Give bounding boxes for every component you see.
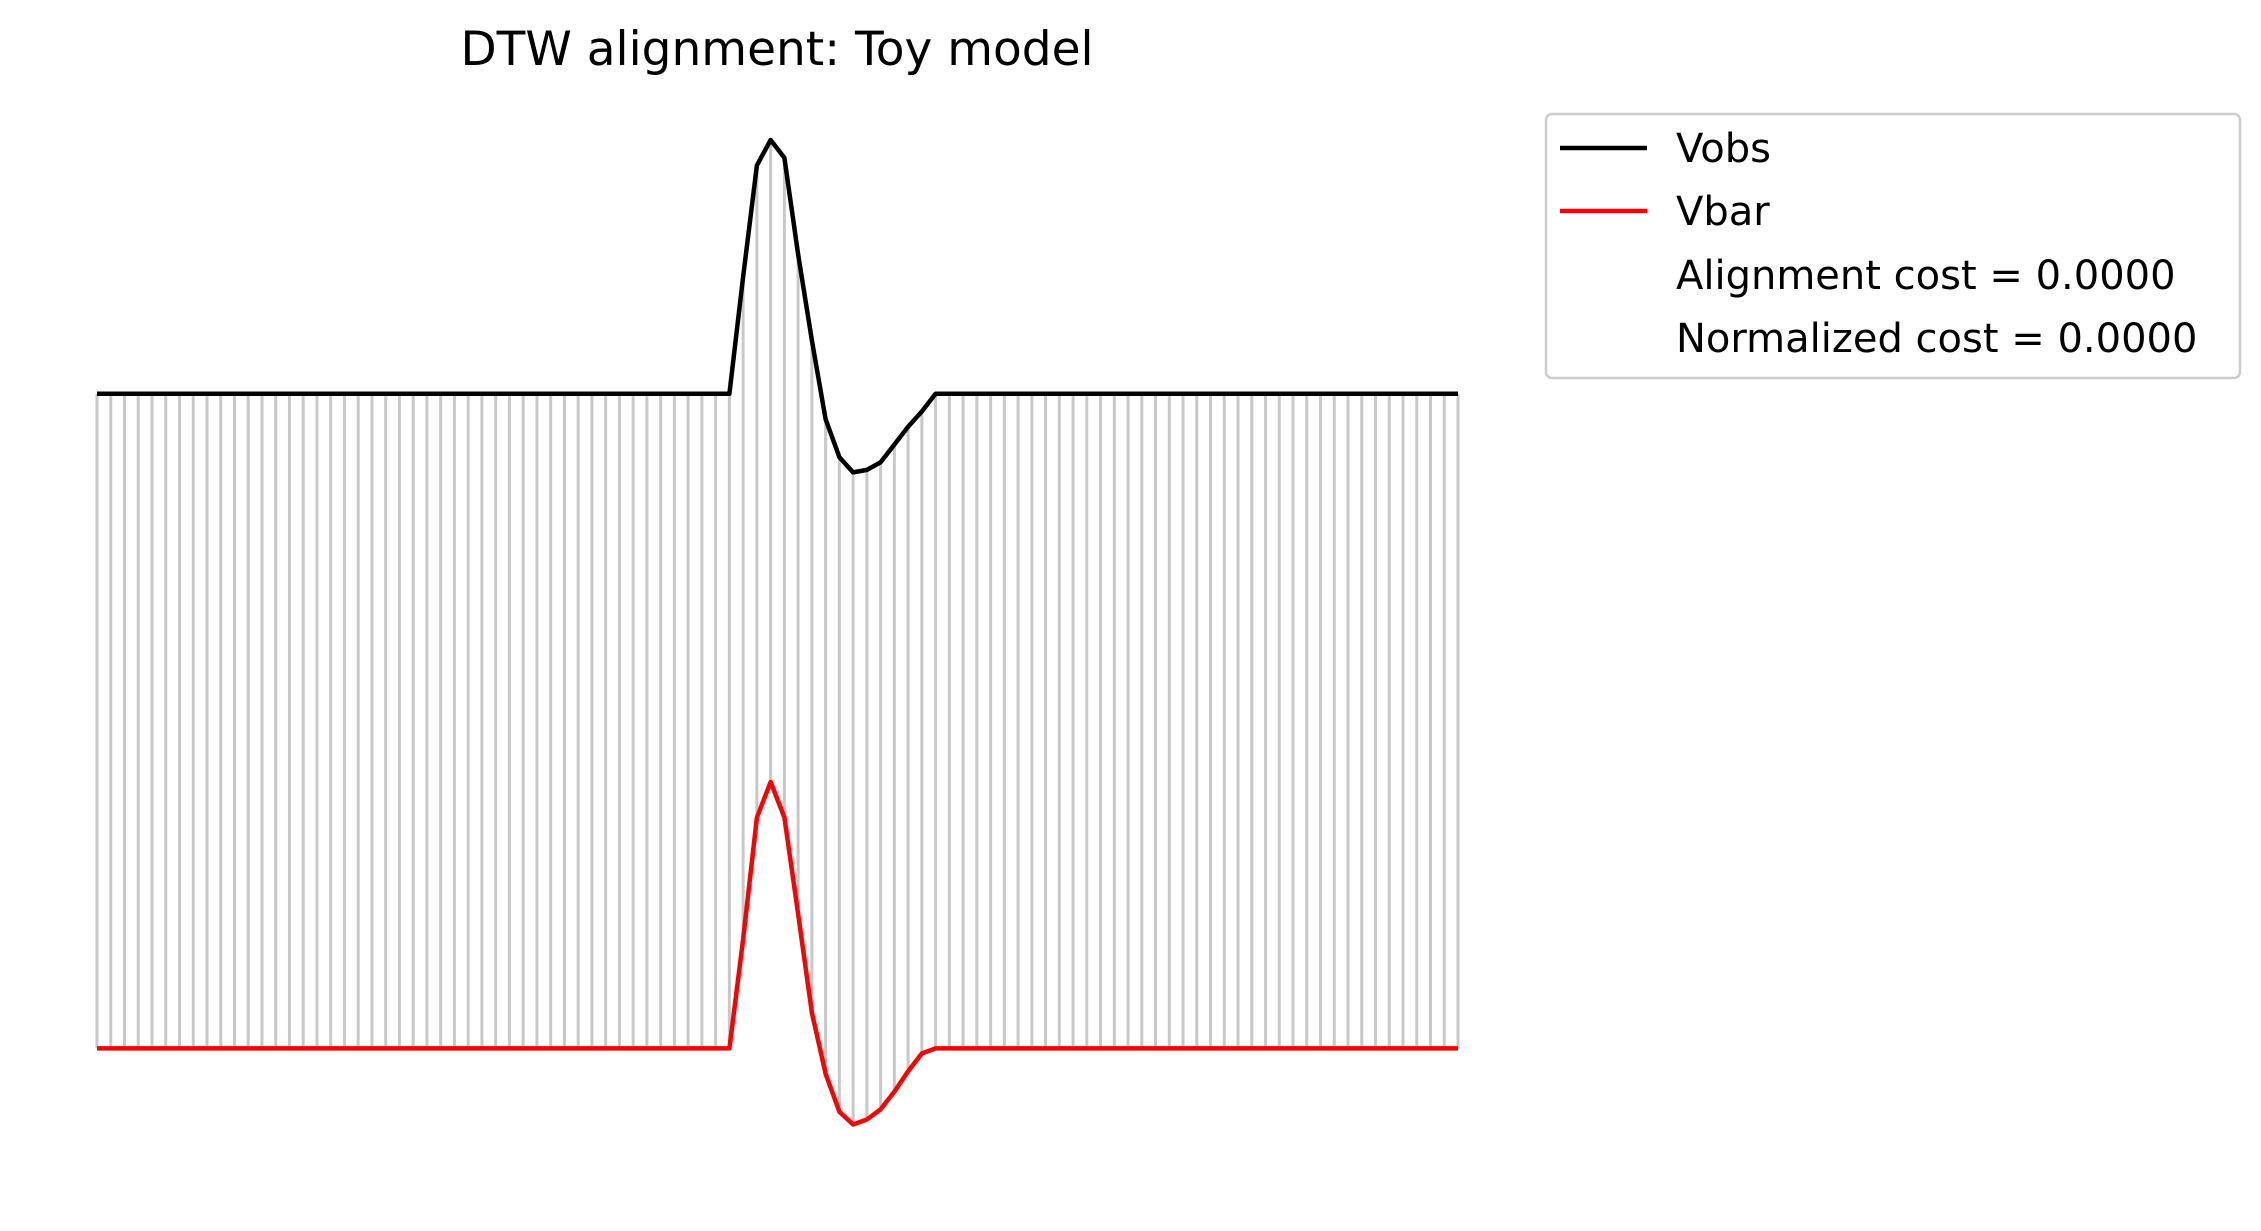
alignment-connectors <box>95 140 1460 1125</box>
legend-normalized-cost: Normalized cost = 0.0000 <box>1676 316 2197 362</box>
legend-label-vobs: Vobs <box>1676 126 1771 172</box>
legend: Vobs Vbar Alignment cost = 0.0000 Normal… <box>1544 112 2242 380</box>
legend-alignment-cost: Alignment cost = 0.0000 <box>1676 253 2176 299</box>
legend-label-vbar: Vbar <box>1676 189 1770 235</box>
legend-frame <box>1544 112 2242 380</box>
series-layer <box>97 137 1458 1127</box>
series-line-vbar <box>97 779 1458 1127</box>
chart-title: DTW alignment: Toy model <box>460 22 1093 77</box>
series-line-vobs <box>97 137 1458 475</box>
